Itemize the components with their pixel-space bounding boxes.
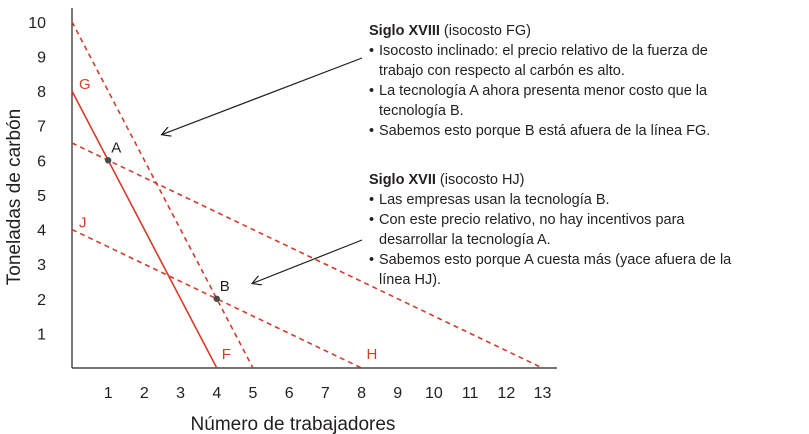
- x-tick-label: 13: [534, 385, 552, 402]
- y-tick-label: 10: [28, 15, 46, 32]
- annotation-heading: Siglo XVII (isocosto HJ): [369, 170, 754, 190]
- annotation-heading-bold: Siglo XVII: [369, 172, 436, 188]
- annotation-heading-bold: Siglo XVIII: [369, 23, 440, 39]
- annotation-bullets: Las empresas usan la tecnología B. Con e…: [369, 190, 754, 290]
- isocost-line-fg: [71, 90, 218, 369]
- annotation-17th-century: Siglo XVII (isocosto HJ) Las empresas us…: [369, 170, 754, 290]
- annotation-bullet: Sabemos esto porque A cuesta más (yace a…: [369, 250, 754, 290]
- x-axis-title: Número de trabajadores: [191, 414, 396, 434]
- annotation-18th-century: Siglo XVIII (isocosto FG) Isocosto incli…: [369, 21, 749, 141]
- x-tick-label: 8: [357, 385, 366, 402]
- y-tick-label: 2: [37, 292, 46, 309]
- y-tick-label: 1: [37, 326, 46, 343]
- x-tick-label: 11: [462, 385, 479, 402]
- x-tick-label: 12: [497, 385, 515, 402]
- point-a: [104, 157, 112, 164]
- annotation-arrows: [162, 57, 363, 283]
- x-tick-label: 1: [104, 385, 113, 402]
- annotation-bullet: Con este precio relativo, no hay incenti…: [369, 210, 754, 250]
- x-tick-label: 7: [321, 385, 330, 402]
- y-tick-label: 9: [37, 49, 46, 66]
- y-tick-label: 3: [37, 257, 46, 274]
- y-tick-label: 4: [37, 223, 46, 240]
- point-label-a: A: [111, 139, 121, 156]
- y-tick-label: 7: [37, 119, 46, 136]
- annotation-arrow: [162, 57, 363, 134]
- annotation-bullets: Isocosto inclinado: el precio relativo d…: [369, 41, 749, 141]
- y-tick-label: 6: [37, 153, 46, 170]
- annotation-bullet: La tecnología A ahora presenta menor cos…: [369, 81, 749, 121]
- annotation-bullet: Isocosto inclinado: el precio relativo d…: [369, 41, 749, 81]
- isocost-line: [71, 21, 254, 369]
- technology-points: AB: [104, 139, 230, 302]
- annotation-bullet: Las empresas usan la tecnología B.: [369, 190, 754, 210]
- x-tick-label: 6: [285, 385, 294, 402]
- annotation-bullet: Sabemos esto porque B está afuera de la …: [369, 121, 749, 141]
- line-label-g: G: [79, 76, 91, 93]
- annotation-heading-rest: (isocosto FG): [439, 23, 531, 39]
- annotation-heading-rest: (isocosto HJ): [435, 172, 525, 188]
- line-label-f: F: [222, 346, 231, 363]
- x-tick-label: 2: [140, 385, 149, 402]
- x-tick-label: 4: [212, 385, 221, 402]
- y-axis-title: Toneladas de carbón: [4, 109, 25, 285]
- x-tick-label: 10: [425, 385, 443, 402]
- x-tick-label: 5: [249, 385, 258, 402]
- annotation-arrow: [253, 239, 363, 283]
- isocost-lines: G F J H: [71, 21, 543, 369]
- point-label-b: B: [220, 278, 230, 295]
- x-tick-label: 9: [393, 385, 402, 402]
- line-label-j: J: [79, 215, 87, 232]
- x-tick-label: 3: [176, 385, 185, 402]
- y-tick-label: 5: [37, 188, 46, 205]
- isocost-line: [71, 142, 543, 369]
- annotation-heading: Siglo XVIII (isocosto FG): [369, 21, 749, 41]
- line-label-h: H: [367, 346, 378, 363]
- point-b: [213, 295, 220, 302]
- y-tick-label: 8: [37, 84, 46, 101]
